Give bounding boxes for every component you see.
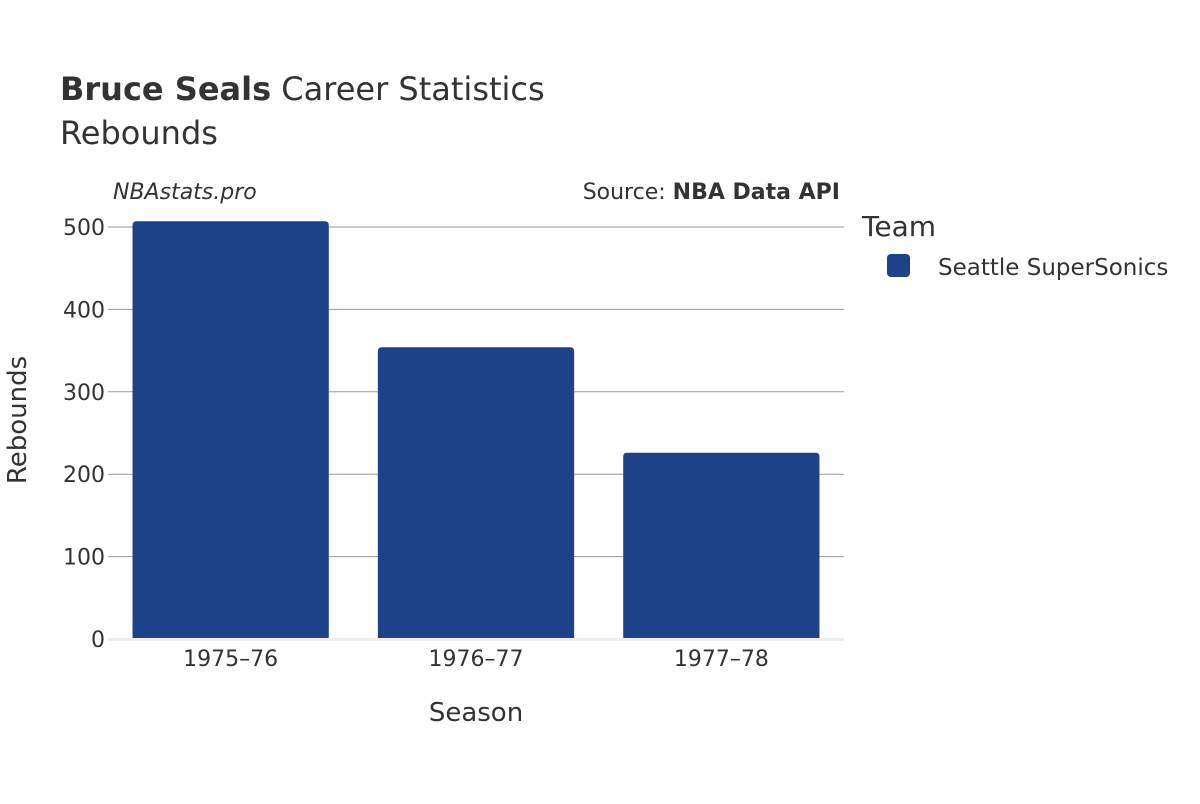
legend-title: Team: [861, 210, 936, 243]
y-tick-label-400: 400: [63, 298, 105, 323]
x-axis-baseline: [108, 638, 844, 641]
title-player: Bruce Seals: [60, 70, 271, 108]
x-tick-label-1975–76: 1975–76: [183, 647, 278, 672]
chart-title: Bruce Seals Career Statistics: [60, 70, 545, 108]
x-axis-title: Season: [429, 698, 523, 728]
bars: [132, 221, 820, 639]
y-tick-label-0: 0: [91, 628, 105, 653]
y-tick-label-500: 500: [63, 216, 105, 241]
title-rest: Career Statistics: [271, 70, 545, 108]
y-tick-label-300: 300: [63, 381, 105, 406]
x-tick-labels: 1975–76 1976–77 1977–78: [183, 647, 769, 672]
y-tick-label-200: 200: [63, 463, 105, 488]
y-tick-label-100: 100: [63, 546, 105, 571]
y-tick-labels: 0 100 200 300 400 500: [63, 216, 105, 653]
watermark: NBAstats.pro: [113, 180, 257, 205]
source-name: NBA Data API: [673, 180, 840, 205]
source-prefix: Source:: [583, 180, 673, 205]
x-tick-label-1977–78: 1977–78: [674, 647, 769, 672]
legend-swatch-seattle-supersonics[interactable]: [887, 254, 910, 277]
x-tick-label-1976–77: 1976–77: [429, 647, 524, 672]
bar-1976–77[interactable]: [377, 347, 575, 639]
legend-label-seattle-supersonics[interactable]: Seattle SuperSonics: [938, 255, 1168, 281]
chart-subtitle: Rebounds: [60, 114, 218, 152]
bar-1975–76[interactable]: [132, 221, 329, 639]
source-label: Source: NBA Data API: [583, 180, 840, 205]
bar-1977–78[interactable]: [623, 452, 820, 639]
y-axis-title: Rebounds: [3, 356, 33, 484]
